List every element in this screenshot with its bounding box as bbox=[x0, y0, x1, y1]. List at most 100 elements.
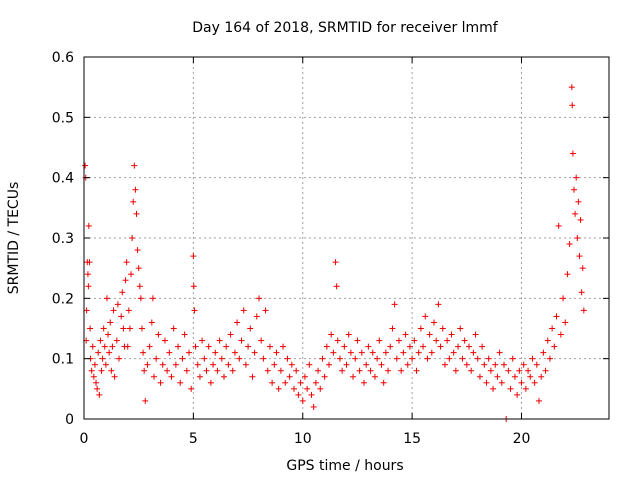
data-point bbox=[426, 331, 433, 338]
data-point bbox=[138, 325, 145, 332]
axis-ticks bbox=[83, 56, 609, 420]
y-tick-labels: 0 0.1 0.2 0.3 0.4 0.5 0.6 bbox=[52, 50, 74, 428]
data-point bbox=[122, 277, 129, 284]
data-point bbox=[378, 361, 385, 368]
data-point bbox=[125, 307, 132, 314]
data-point bbox=[455, 343, 462, 350]
data-point bbox=[326, 361, 332, 368]
data-point bbox=[481, 361, 488, 368]
data-point bbox=[128, 271, 135, 278]
data-point bbox=[424, 355, 431, 362]
data-point bbox=[151, 373, 157, 380]
data-point bbox=[126, 325, 133, 332]
data-point bbox=[221, 373, 227, 380]
data-point bbox=[266, 343, 273, 350]
data-point bbox=[542, 367, 549, 374]
data-point bbox=[140, 349, 147, 356]
data-point bbox=[149, 295, 156, 302]
x-tick-label: 10 bbox=[294, 431, 312, 447]
y-tick-label: 0.1 bbox=[52, 352, 74, 368]
data-point bbox=[179, 355, 186, 362]
data-point bbox=[101, 343, 108, 350]
data-point bbox=[130, 198, 137, 205]
data-point bbox=[472, 331, 479, 338]
data-point bbox=[457, 325, 464, 332]
data-point bbox=[146, 343, 153, 350]
data-point bbox=[245, 343, 252, 350]
data-point bbox=[413, 367, 420, 374]
data-point bbox=[131, 162, 138, 169]
data-point bbox=[100, 325, 107, 332]
data-point bbox=[319, 355, 326, 362]
data-point bbox=[428, 349, 435, 356]
data-point bbox=[227, 331, 234, 338]
data-point bbox=[553, 313, 560, 320]
data-point bbox=[441, 361, 448, 368]
data-point bbox=[175, 343, 182, 350]
data-point bbox=[120, 325, 127, 332]
data-point bbox=[459, 355, 466, 362]
data-point bbox=[203, 367, 210, 374]
data-point bbox=[476, 373, 483, 380]
data-point bbox=[170, 325, 177, 332]
data-point bbox=[95, 349, 102, 356]
data-point bbox=[135, 265, 142, 272]
data-point bbox=[102, 361, 109, 368]
data-point bbox=[103, 295, 110, 302]
data-point bbox=[398, 367, 405, 374]
data-point bbox=[212, 349, 219, 356]
data-point bbox=[308, 391, 315, 398]
data-point bbox=[444, 337, 451, 344]
data-point bbox=[391, 301, 398, 308]
data-point bbox=[97, 337, 104, 344]
data-point bbox=[448, 331, 455, 338]
data-point bbox=[113, 337, 120, 344]
data-point bbox=[141, 367, 148, 374]
data-markers bbox=[82, 84, 587, 422]
data-point bbox=[110, 307, 117, 314]
data-point bbox=[153, 355, 160, 362]
data-point bbox=[321, 373, 328, 380]
data-point bbox=[201, 355, 208, 362]
data-point bbox=[105, 331, 112, 338]
data-point bbox=[83, 307, 90, 314]
data-point bbox=[166, 349, 173, 356]
data-point bbox=[136, 283, 143, 290]
data-point bbox=[569, 150, 576, 157]
data-point bbox=[365, 343, 372, 350]
data-point bbox=[498, 379, 505, 386]
data-point bbox=[579, 265, 586, 272]
data-point bbox=[84, 271, 91, 278]
x-tick-label: 20 bbox=[513, 431, 531, 447]
data-point bbox=[191, 307, 198, 314]
data-point bbox=[236, 355, 243, 362]
data-point bbox=[358, 349, 365, 356]
data-point bbox=[231, 349, 238, 356]
data-point bbox=[402, 331, 409, 338]
data-point bbox=[238, 337, 245, 344]
data-point bbox=[183, 367, 190, 374]
data-point bbox=[578, 289, 585, 296]
y-tick-label: 0.2 bbox=[52, 291, 74, 307]
data-point bbox=[437, 343, 444, 350]
data-point bbox=[177, 379, 184, 386]
data-point bbox=[323, 343, 330, 350]
data-point bbox=[389, 325, 396, 332]
data-point bbox=[406, 343, 413, 350]
data-point bbox=[328, 331, 335, 338]
data-point bbox=[234, 319, 241, 326]
data-point bbox=[249, 373, 256, 380]
data-point bbox=[562, 319, 569, 326]
data-point bbox=[374, 355, 381, 362]
data-point bbox=[409, 355, 416, 362]
data-point bbox=[242, 361, 249, 368]
data-point bbox=[492, 361, 499, 368]
data-point bbox=[256, 295, 262, 302]
data-point bbox=[546, 355, 553, 362]
data-point bbox=[334, 337, 341, 344]
data-point bbox=[157, 379, 164, 386]
data-point bbox=[376, 337, 383, 344]
data-point bbox=[240, 307, 247, 314]
grid-lines bbox=[84, 57, 609, 419]
y-axis-label: SRMTID / TECUs bbox=[6, 182, 22, 295]
